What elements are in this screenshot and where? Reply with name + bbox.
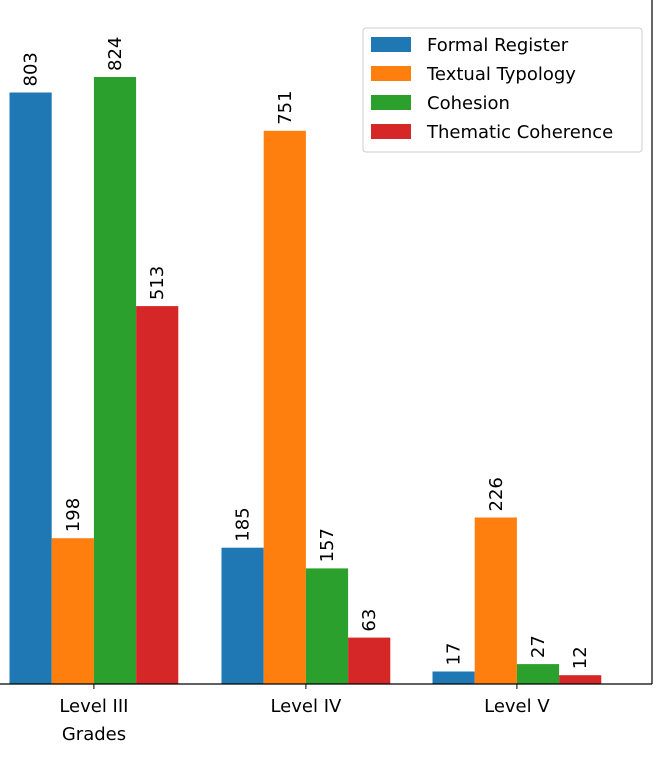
legend-label-textual-typology: Textual Typology xyxy=(426,64,576,85)
value-label-textual-typology-level-iii: 198 xyxy=(63,498,84,532)
value-label-cohesion-level-v: 27 xyxy=(528,635,549,658)
bar-textual-typology-level-iii xyxy=(51,538,94,684)
x-axis-label: Grades xyxy=(62,724,126,745)
legend-swatch-cohesion xyxy=(371,95,411,110)
legend-frame xyxy=(362,27,643,153)
value-label-formal-register-level-iii: 803 xyxy=(21,52,42,86)
legend-swatch-textual-typology xyxy=(371,66,411,81)
bar-cohesion-level-iv xyxy=(305,568,349,684)
bar-formal-register-level-iii xyxy=(9,92,52,684)
bar-cohesion-level-v xyxy=(516,664,560,684)
legend: Formal Register Textual Typology Cohesion T… xyxy=(362,27,643,153)
bar-thematic-coherence-level-iv xyxy=(348,637,391,684)
value-label-formal-register-level-v: 17 xyxy=(444,643,465,666)
x-tick-label-level-iv: Level IV xyxy=(270,696,342,717)
bar-cohesion-level-iii xyxy=(93,77,137,684)
x-tick-label-level-iii: Level III xyxy=(59,696,128,717)
bars-layer xyxy=(9,77,602,685)
x-ticks-layer: Level III Level IV Level V xyxy=(59,684,550,717)
value-label-textual-typology-level-v: 226 xyxy=(486,477,507,511)
bar-formal-register-level-v xyxy=(432,671,475,684)
value-label-cohesion-level-iv: 157 xyxy=(317,528,338,562)
bar-thematic-coherence-level-iii xyxy=(136,306,179,684)
value-label-textual-typology-level-iv: 751 xyxy=(275,90,296,124)
bar-thematic-coherence-level-v xyxy=(559,675,602,684)
value-label-thematic-coherence-level-iv: 63 xyxy=(359,609,380,632)
axes-layer xyxy=(0,0,653,685)
legend-label-thematic-coherence: Thematic Coherence xyxy=(426,122,613,143)
legend-label-formal-register: Formal Register xyxy=(427,35,569,56)
value-labels-layer: 803 185 17 198 751 226 824 157 27 513 63 12 xyxy=(21,37,592,670)
bar-textual-typology-level-iv xyxy=(263,130,306,685)
x-tick-label-level-v: Level V xyxy=(484,696,550,717)
legend-label-cohesion: Cohesion xyxy=(427,93,510,114)
legend-swatch-thematic-coherence xyxy=(371,124,411,139)
value-label-thematic-coherence-level-v: 12 xyxy=(570,646,591,669)
value-label-thematic-coherence-level-iii: 513 xyxy=(147,266,168,300)
bar-formal-register-level-iv xyxy=(221,547,264,684)
legend-swatch-formal-register xyxy=(371,37,411,52)
value-label-formal-register-level-iv: 185 xyxy=(233,507,254,541)
value-label-cohesion-level-iii: 824 xyxy=(105,37,126,71)
bar-textual-typology-level-v xyxy=(474,517,517,684)
